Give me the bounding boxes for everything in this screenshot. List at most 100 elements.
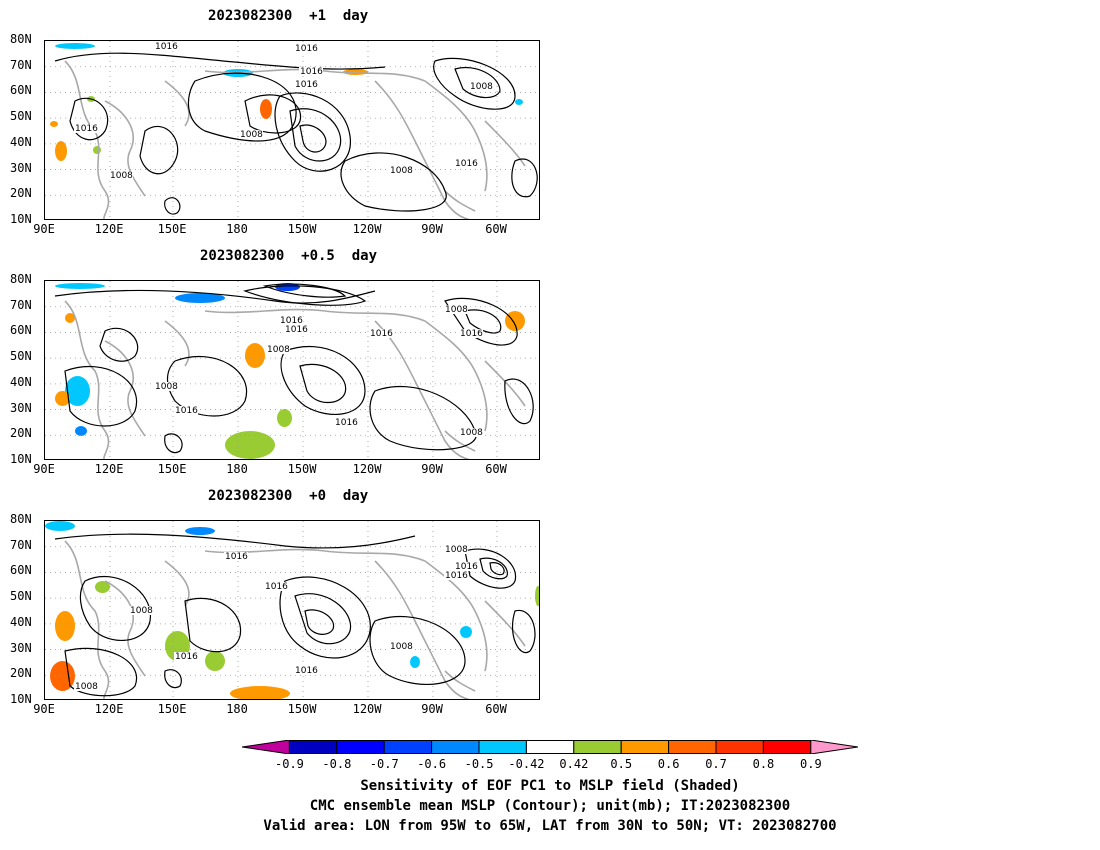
lat-label: 10N xyxy=(10,212,32,226)
mslp-contour xyxy=(274,92,351,172)
lat-label: 40N xyxy=(10,614,32,629)
colorbar-tick-label: 0.5 xyxy=(610,757,633,771)
lat-label: 30N xyxy=(10,400,32,415)
mslp-contour xyxy=(279,576,371,659)
mslp-contour xyxy=(64,647,138,697)
contour-label: 1008 xyxy=(267,345,290,355)
contour-label-bg xyxy=(294,44,318,53)
mslp-contour xyxy=(139,125,179,175)
coastline xyxy=(484,120,526,167)
panel-title-1: 2023082300 +1 day xyxy=(208,8,369,24)
mslp-contour xyxy=(280,345,366,415)
contour-label: 1008 xyxy=(75,682,98,692)
contour-label: 1008 xyxy=(390,642,413,652)
lon-label: 150W xyxy=(287,702,317,716)
mslp-contour xyxy=(454,67,501,99)
contour-label: 1016 xyxy=(335,418,358,428)
lon-label: 120W xyxy=(352,222,382,236)
contour-label-bg xyxy=(369,329,393,338)
coastline xyxy=(484,360,526,407)
lon-label: 120W xyxy=(352,702,382,716)
mslp-contour xyxy=(444,297,518,346)
contour-label: 1016 xyxy=(455,159,478,169)
sensitivity-shade xyxy=(410,656,420,668)
contour-label: 1016 xyxy=(300,67,323,77)
lon-label: 150E xyxy=(157,702,187,716)
lat-label: 80N xyxy=(10,32,32,46)
colorbar-segment xyxy=(431,740,480,754)
map-panel-3: 1016 1016 1008 1016 1008 1016 1016 1008 1008 1016 xyxy=(44,520,540,700)
lat-label: 20N xyxy=(10,186,32,201)
contour-label: 1016 xyxy=(460,329,483,339)
mslp-contour xyxy=(54,533,416,549)
colorbar-tick-label: -0.42 xyxy=(508,757,545,771)
contour-label: 1008 xyxy=(445,545,468,555)
lat-label: 10N xyxy=(10,452,32,466)
colorbar xyxy=(242,740,858,754)
map-drawing: 1016 1016 1016 1016 1008 1008 1016 1008 1008 1016 xyxy=(45,41,539,219)
contour-label-bg xyxy=(109,171,133,180)
panel-title-2: 2023082300 +0.5 day xyxy=(200,248,378,264)
lon-label: 120E xyxy=(94,222,124,236)
mslp-contour xyxy=(464,548,517,589)
contour-label-bg xyxy=(459,428,483,437)
colorbar-tick-label: -0.7 xyxy=(369,757,399,771)
contour-label-bg xyxy=(74,124,98,133)
lat-label: 20N xyxy=(10,666,32,681)
colorbar-tick-label: 0.9 xyxy=(800,757,822,771)
coastline xyxy=(104,100,146,197)
lat-label: 40N xyxy=(10,134,32,149)
sensitivity-shade xyxy=(205,651,225,671)
mslp-contour xyxy=(299,363,347,404)
contour-label-bg xyxy=(279,316,303,325)
sensitivity-shade xyxy=(65,313,75,323)
contour-label: 1008 xyxy=(240,130,263,140)
panel-title-3: 2023082300 +0 day xyxy=(208,488,369,504)
contour-label: 1008 xyxy=(130,606,153,616)
sensitivity-shade xyxy=(50,121,58,127)
colorbar-segment xyxy=(668,740,717,754)
contour-label-bg xyxy=(444,305,468,314)
sensitivity-shade xyxy=(93,146,101,154)
coastline xyxy=(204,68,426,82)
lon-label: 180 xyxy=(226,222,248,236)
lat-label: 30N xyxy=(10,160,32,175)
sensitivity-shade xyxy=(505,311,525,331)
contour-label-bg xyxy=(294,666,318,675)
contour-label: 1008 xyxy=(470,82,493,92)
sensitivity-shade xyxy=(50,661,75,691)
colorbar-segment xyxy=(383,740,433,754)
contour-label: 1016 xyxy=(295,44,318,54)
contour-label: 1016 xyxy=(155,42,178,52)
lat-label: 20N xyxy=(10,426,32,441)
map-panel-1: 1016 1016 1016 1016 1008 1008 1016 1008 1008 1016 xyxy=(44,40,540,220)
contour-label-bg xyxy=(299,67,323,76)
sensitivity-shade xyxy=(95,581,110,593)
mslp-contour xyxy=(369,616,466,686)
mslp-contour xyxy=(64,366,138,427)
mslp-contour xyxy=(164,197,181,215)
contour-label: 1008 xyxy=(445,305,468,315)
mslp-contour xyxy=(489,562,505,576)
lon-label: 90E xyxy=(33,702,55,716)
colorbar-segment xyxy=(336,740,385,754)
lon-label: 60W xyxy=(485,462,507,476)
contour-label: 1008 xyxy=(390,166,413,176)
lat-label: 50N xyxy=(10,109,32,124)
mslp-contour xyxy=(54,52,386,70)
contour-label: 1008 xyxy=(155,382,178,392)
colorbar-tick-label: -0.8 xyxy=(322,757,352,771)
lat-label: 10N xyxy=(10,692,32,706)
coastline xyxy=(424,320,488,432)
mslp-contour xyxy=(164,669,182,689)
sensitivity-shade xyxy=(535,586,539,606)
contour-label-bg xyxy=(469,82,493,91)
colorbar-tick-label: -0.9 xyxy=(275,757,304,771)
contour-label-bg xyxy=(389,166,413,175)
contour-label-bg xyxy=(284,325,308,334)
coastline xyxy=(164,80,190,127)
contour-label: 1016 xyxy=(370,329,393,339)
lat-label: 70N xyxy=(10,297,32,312)
lon-label: 60W xyxy=(485,702,507,716)
lon-label: 60W xyxy=(485,222,507,236)
